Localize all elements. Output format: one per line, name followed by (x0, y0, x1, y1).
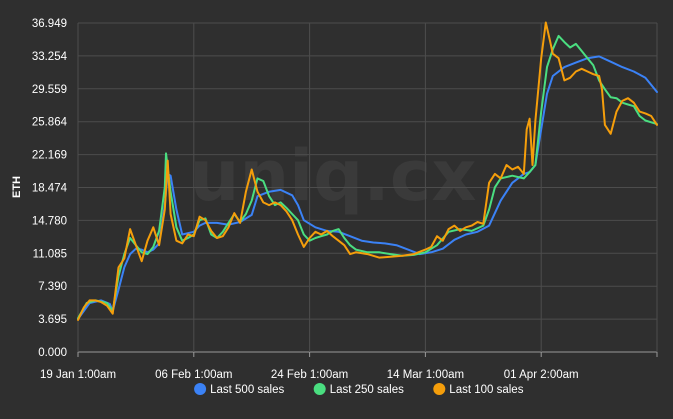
y-tick-label: 7.390 (38, 281, 67, 293)
legend-label: Last 250 sales (330, 384, 404, 396)
x-tick-label: 06 Feb 1:00am (155, 369, 232, 381)
legend-marker (433, 383, 446, 395)
legend-item[interactable]: Last 500 sales (194, 383, 285, 396)
x-tick-label: 01 Apr 2:00am (504, 369, 579, 381)
y-tick-label: 18.474 (32, 183, 68, 195)
y-tick-label: 11.085 (33, 248, 67, 260)
series-lines (77, 21, 658, 321)
y-tick-label: 14.780 (32, 215, 67, 227)
legend-marker (313, 383, 326, 395)
legend-label: Last 100 sales (449, 384, 523, 396)
legend-item[interactable]: Last 250 sales (313, 383, 404, 396)
y-tick-label: 22.169 (32, 150, 67, 162)
y-tick-label: 3.695 (38, 314, 67, 326)
y-tick-label: 29.559 (32, 84, 67, 96)
series-line (77, 21, 658, 321)
legend-item[interactable]: Last 100 sales (433, 383, 524, 396)
legend-label: Last 500 sales (210, 384, 284, 396)
x-tick-label: 24 Feb 1:00am (271, 369, 348, 381)
y-tick-label: 0.000 (38, 347, 67, 359)
x-tick-label: 14 Mar 1:00am (387, 369, 464, 381)
watermark: uniq.cx (189, 135, 476, 217)
legend[interactable]: Last 500 sales Last 250 sales Last 100 sal… (194, 383, 524, 396)
y-tick-label: 33.254 (32, 51, 68, 63)
y-axis-title: ETH (11, 176, 23, 198)
y-tick-label: 25.864 (32, 117, 68, 129)
gridlines (77, 22, 658, 353)
axes: 0.000 3.695 7.390 11.085 14.780 18.474 22.169 2… (32, 18, 658, 381)
y-tick-label: 36.949 (32, 18, 67, 30)
legend-marker (194, 383, 207, 395)
x-tick-label: 19 Jan 1:00am (40, 369, 116, 381)
